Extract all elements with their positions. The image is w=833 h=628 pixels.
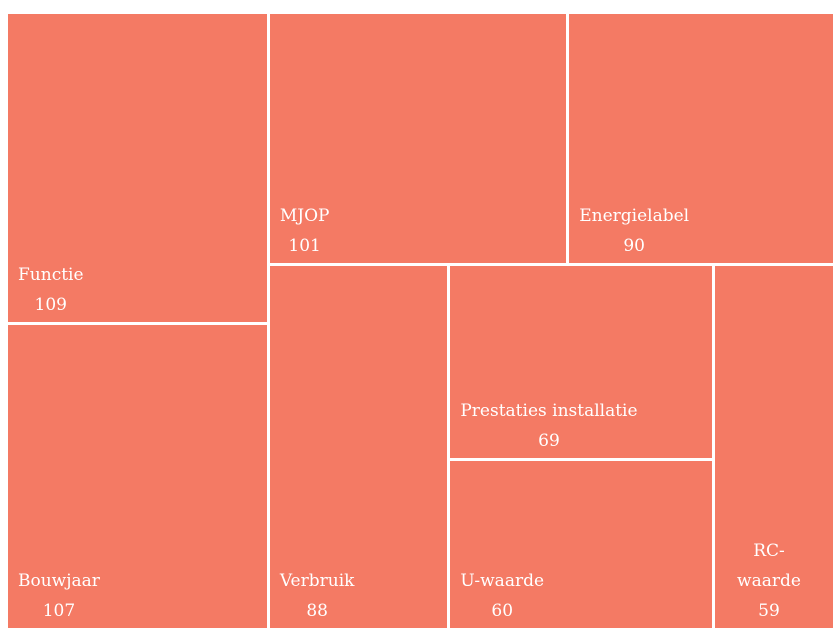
tile-label: Functie 109 <box>18 260 84 320</box>
tile-value: 88 <box>306 601 328 621</box>
tile-value: 59 <box>758 601 780 621</box>
tile-name: Verbruik <box>279 571 355 591</box>
tile-label: U-waarde 60 <box>460 566 544 626</box>
treemap-tile <box>450 461 712 628</box>
tile-name: RC-waarde <box>737 541 801 591</box>
tile-value: 69 <box>538 431 560 452</box>
tile-label: MJOP 101 <box>280 201 330 261</box>
tile-value: 60 <box>491 601 514 621</box>
tile-name: U-waarde <box>460 571 545 591</box>
treemap-tile <box>269 266 448 628</box>
treemap-tile <box>450 266 712 459</box>
tile-value: 109 <box>34 295 67 316</box>
treemap-tile <box>8 14 267 323</box>
tile-value: 107 <box>42 601 76 621</box>
tile-label: RC-waarde 59 <box>725 536 813 626</box>
treemap-tile <box>569 14 833 264</box>
tile-name: Functie <box>18 265 84 286</box>
treemap-tile <box>8 325 267 628</box>
treemap-tile <box>714 266 833 628</box>
tile-value: 90 <box>623 236 645 257</box>
tile-label: Energielabel 90 <box>579 201 689 261</box>
tile-name: MJOP <box>279 206 330 227</box>
tile-label: Bouwjaar 107 <box>18 566 100 626</box>
tile-label: Verbruik 88 <box>280 566 355 626</box>
tile-name: Bouwjaar <box>18 571 100 591</box>
tile-label: Prestaties installatie 69 <box>460 396 637 456</box>
tile-name: Energielabel <box>579 206 690 227</box>
tile-value: 101 <box>288 236 321 257</box>
treemap-tile <box>269 14 567 264</box>
tile-name: Prestaties installatie <box>460 401 638 422</box>
